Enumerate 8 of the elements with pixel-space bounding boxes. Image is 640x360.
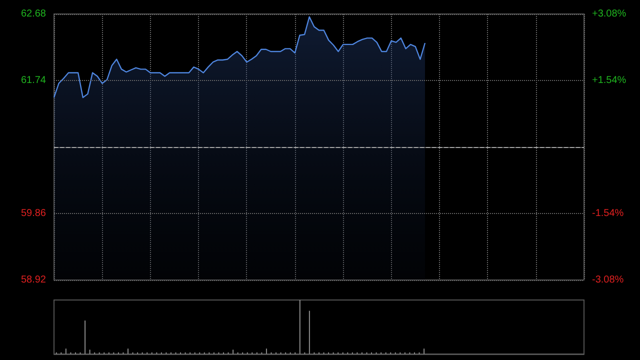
- y2-tick-label: +3.08%: [592, 8, 626, 20]
- y2-tick-label: -3.08%: [592, 274, 624, 286]
- y2-tick-label: -1.54%: [592, 208, 624, 219]
- y-tick-label: 62.68: [20, 8, 46, 20]
- y-tick-label: 59.86: [20, 208, 46, 219]
- y-tick-label: 61.74: [20, 75, 46, 86]
- y2-tick-label: +1.54%: [592, 75, 626, 86]
- y-tick-label: 58.92: [20, 274, 46, 286]
